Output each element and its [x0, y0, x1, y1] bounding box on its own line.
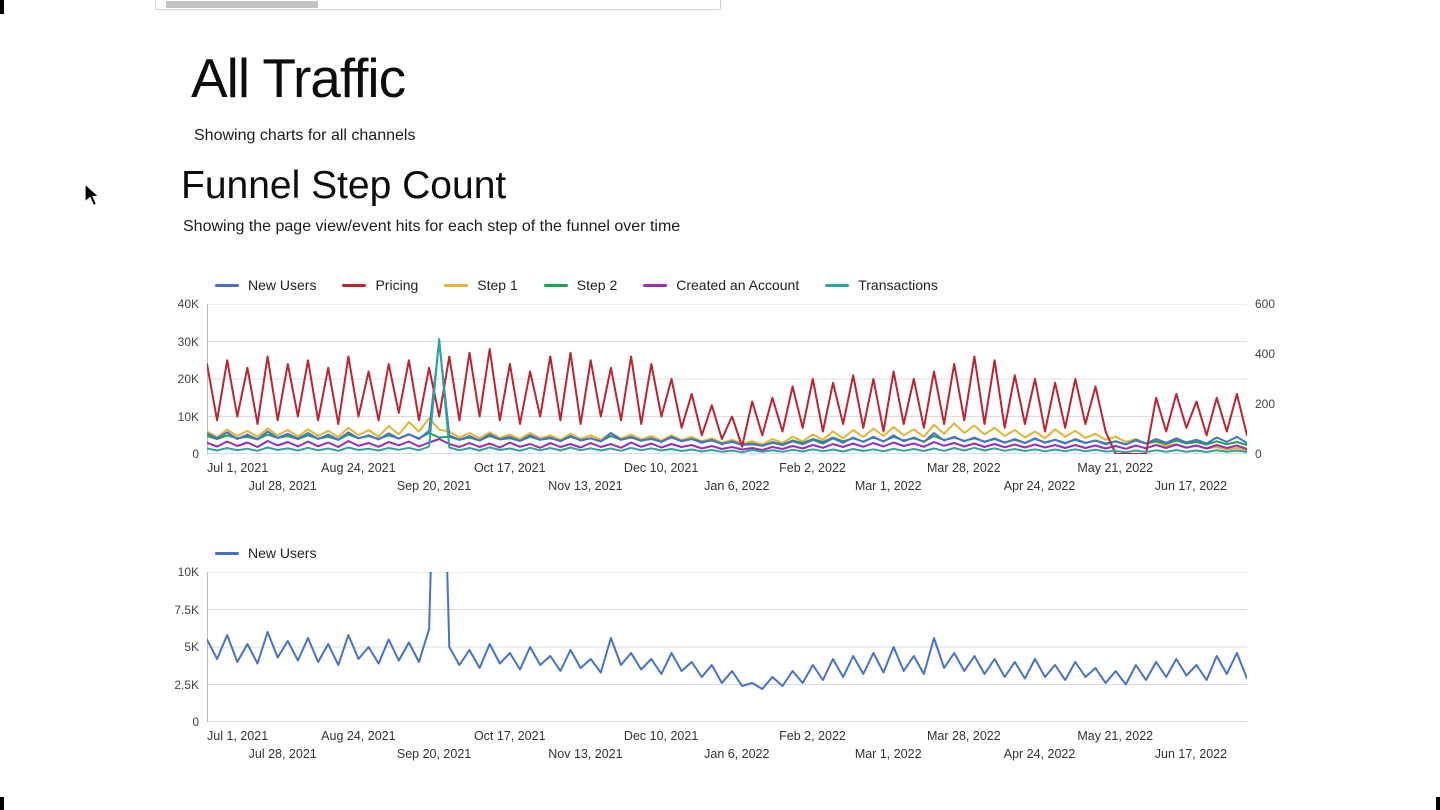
x-tick-label: Jan 6, 2022: [704, 747, 770, 761]
x-tick-label: Mar 1, 2022: [854, 747, 922, 761]
screen-artifact: [0, 797, 4, 810]
y-tick-label: 7.5K: [174, 602, 199, 617]
legend-label: Created an Account: [676, 277, 800, 293]
legend-swatch-icon: [643, 283, 668, 287]
x-tick-label: Feb 2, 2022: [779, 461, 846, 475]
screen-artifact: [1436, 797, 1440, 810]
y-tick-label: 20K: [177, 372, 199, 386]
legend-item: Step 2: [543, 277, 618, 293]
x-tick-label: Aug 24, 2021: [321, 729, 396, 743]
x-tick-label: Feb 2, 2022: [779, 729, 846, 743]
x-tick-label: Nov 13, 2021: [548, 747, 623, 761]
legend-item: Created an Account: [643, 277, 799, 293]
legend-item: New Users: [215, 277, 316, 293]
x-tick-label: Mar 28, 2022: [927, 729, 1001, 743]
legend-label: Step 2: [576, 277, 618, 293]
x-tick-label: Jul 28, 2021: [248, 747, 317, 761]
series-line: [207, 339, 1247, 452]
x-tick-label: Jan 6, 2022: [704, 479, 770, 493]
x-tick-label: Jun 17, 2022: [1154, 747, 1228, 761]
chart-legend: New Users: [215, 540, 1303, 566]
y-axis-left: 40K 30K 20K 10K 0: [157, 297, 207, 461]
legend-swatch-icon: [543, 283, 568, 287]
series-line: [207, 342, 1247, 446]
x-tick-label: Oct 17, 2021: [473, 729, 546, 743]
screen-artifact: [0, 0, 4, 14]
legend-item: New Users: [215, 545, 316, 561]
section-title: Funnel Step Count: [181, 164, 507, 207]
legend-label: Step 1: [477, 277, 518, 293]
chart-plot[interactable]: [207, 572, 1247, 722]
x-tick-label: May 21, 2022: [1077, 729, 1154, 743]
new-users-chart: New Users 10K 7.5K 5K 2.5K 0 Jul 1, 2021 Jul …: [157, 540, 1303, 766]
legend-swatch-icon: [215, 283, 239, 287]
legend-swatch-icon: [215, 551, 239, 555]
x-tick-label: Sep 20, 2021: [396, 479, 472, 493]
window-remnant-inner: [166, 1, 318, 8]
x-tick-label: Oct 17, 2021: [473, 461, 546, 475]
x-tick-label: Mar 1, 2022: [854, 479, 922, 493]
y-tick-label: 400: [1255, 347, 1276, 361]
legend-item: Step 1: [444, 277, 518, 293]
x-tick-label: Dec 10, 2021: [623, 729, 699, 743]
y-tick-label: 40K: [177, 297, 199, 311]
page-subtitle: Showing charts for all channels: [194, 127, 416, 144]
legend-swatch-icon: [444, 283, 469, 287]
x-tick-label: Jun 17, 2022: [1154, 479, 1228, 493]
y-tick-label: 0: [192, 447, 199, 461]
x-tick-label: May 21, 2022: [1077, 461, 1154, 475]
x-tick-label: Dec 10, 2021: [623, 461, 699, 475]
y-tick-label: 5K: [184, 640, 199, 654]
y-axis-left: 10K 7.5K 5K 2.5K 0: [157, 565, 207, 729]
x-axis: Jul 1, 2021 Jul 28, 2021 Aug 24, 2021 Sep 2…: [207, 722, 1247, 766]
y-axis-right: 600 400 200 0: [1247, 297, 1303, 461]
x-tick-label: Apr 24, 2022: [1003, 479, 1076, 493]
legend-label: Pricing: [375, 277, 419, 293]
y-tick-label: 30K: [177, 334, 199, 349]
series-line: [207, 349, 1247, 454]
y-tick-label: 0: [1255, 447, 1262, 461]
mouse-cursor: [84, 183, 101, 207]
x-tick-label: Jul 1, 2021: [207, 461, 269, 475]
legend-swatch-icon: [825, 283, 850, 287]
legend-label: New Users: [248, 545, 317, 561]
window-remnant: [155, 0, 721, 10]
series-line: [207, 418, 1247, 450]
y-tick-label: 0: [192, 715, 199, 729]
x-tick-label: Apr 24, 2022: [1003, 747, 1076, 761]
x-tick-label: Jul 28, 2021: [248, 479, 317, 493]
x-tick-label: Nov 13, 2021: [548, 479, 623, 493]
legend-item: Pricing: [342, 277, 418, 293]
series-line: [207, 572, 1247, 689]
legend-swatch-icon: [342, 283, 367, 287]
series-line: [207, 439, 1247, 450]
chart-plot[interactable]: [207, 304, 1247, 454]
y-tick-label: 600: [1255, 297, 1276, 311]
x-tick-label: Jul 1, 2021: [207, 729, 269, 743]
page-title: All Traffic: [191, 47, 406, 109]
y-tick-label: 10K: [177, 409, 199, 424]
chart-legend: New Users Pricing Step 1 Step 2 Created an A…: [215, 272, 1303, 298]
y-tick-label: 200: [1255, 397, 1276, 411]
x-tick-label: Aug 24, 2021: [321, 461, 396, 475]
legend-label: New Users: [248, 277, 317, 293]
y-axis-right: [1247, 572, 1303, 722]
legend-label: Transactions: [858, 277, 938, 293]
legend-item: Transactions: [825, 277, 938, 293]
section-subtitle: Showing the page view/event hits for eac…: [183, 218, 681, 235]
x-tick-label: Sep 20, 2021: [396, 747, 472, 761]
funnel-step-count-chart: New Users Pricing Step 1 Step 2 Created an A…: [157, 272, 1303, 498]
x-tick-label: Mar 28, 2022: [927, 461, 1001, 475]
x-axis: Jul 1, 2021 Jul 28, 2021 Aug 24, 2021 Sep 2…: [207, 454, 1247, 498]
y-tick-label: 10K: [177, 565, 199, 579]
y-tick-label: 2.5K: [174, 677, 199, 692]
